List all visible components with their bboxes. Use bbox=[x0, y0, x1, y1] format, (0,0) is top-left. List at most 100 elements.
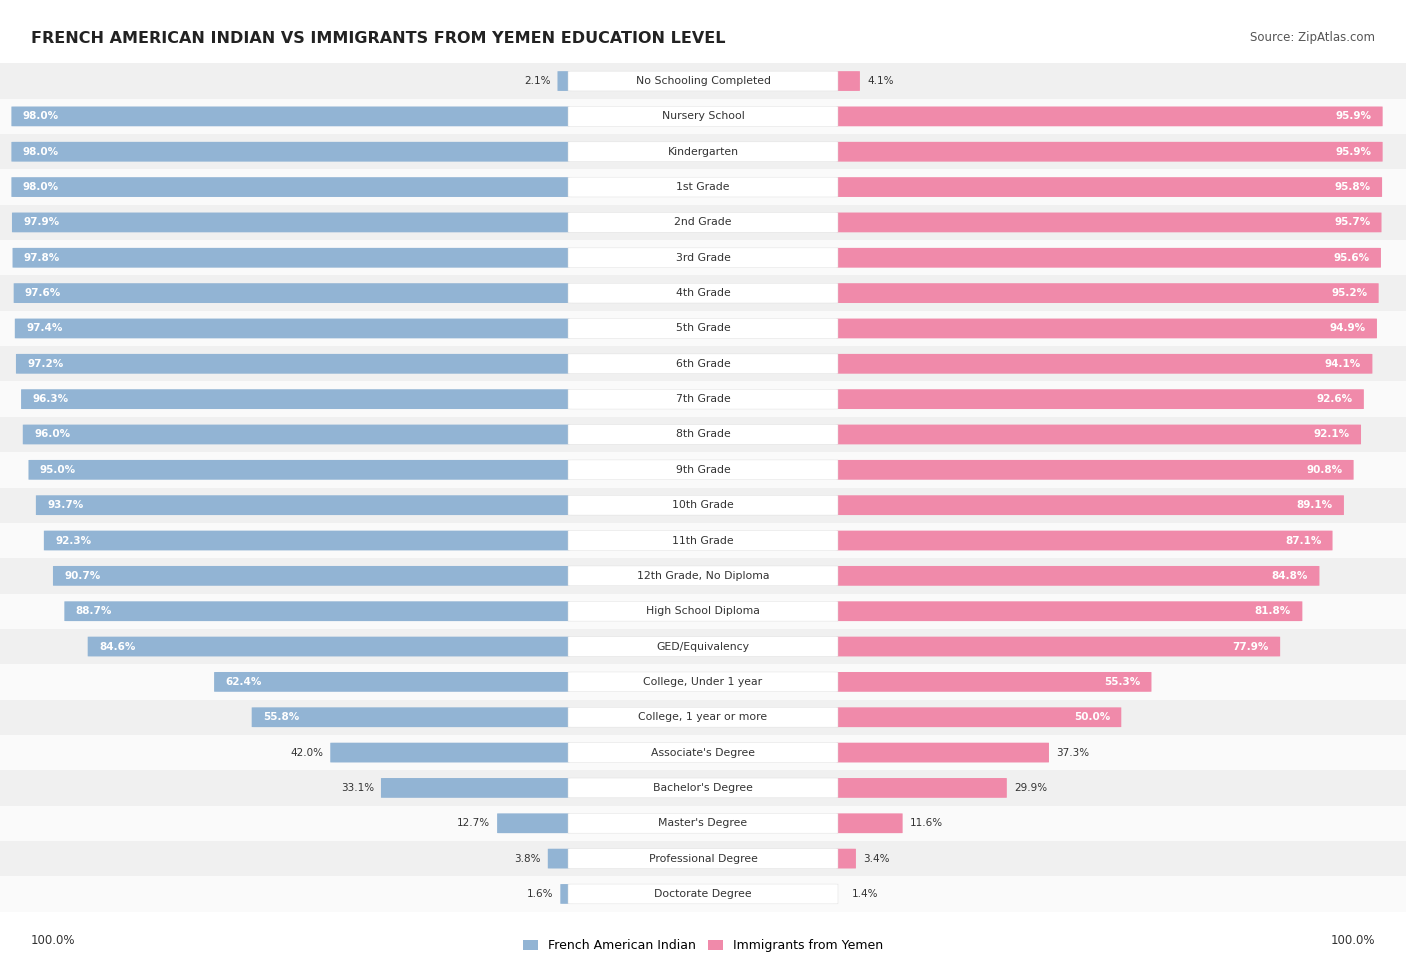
Bar bbox=[0, 170, 1406, 205]
Text: Kindergarten: Kindergarten bbox=[668, 146, 738, 157]
Text: 6th Grade: 6th Grade bbox=[676, 359, 730, 369]
FancyBboxPatch shape bbox=[837, 848, 856, 869]
FancyBboxPatch shape bbox=[837, 707, 1122, 727]
FancyBboxPatch shape bbox=[568, 248, 838, 268]
Bar bbox=[0, 98, 1406, 134]
Text: 93.7%: 93.7% bbox=[48, 500, 83, 510]
Bar bbox=[0, 700, 1406, 735]
Text: 5th Grade: 5th Grade bbox=[676, 324, 730, 333]
Text: 95.7%: 95.7% bbox=[1334, 217, 1371, 227]
FancyBboxPatch shape bbox=[568, 672, 838, 692]
Text: 3.4%: 3.4% bbox=[863, 853, 890, 864]
Text: 96.0%: 96.0% bbox=[34, 429, 70, 440]
FancyBboxPatch shape bbox=[568, 813, 838, 834]
FancyBboxPatch shape bbox=[837, 495, 1344, 515]
Text: 98.0%: 98.0% bbox=[22, 111, 59, 122]
Text: 55.3%: 55.3% bbox=[1104, 677, 1140, 687]
Text: 1.6%: 1.6% bbox=[527, 889, 554, 899]
Bar bbox=[0, 488, 1406, 523]
Text: 3.8%: 3.8% bbox=[515, 853, 541, 864]
Bar bbox=[0, 346, 1406, 381]
Text: 1st Grade: 1st Grade bbox=[676, 182, 730, 192]
FancyBboxPatch shape bbox=[568, 530, 838, 551]
FancyBboxPatch shape bbox=[568, 495, 838, 515]
FancyBboxPatch shape bbox=[568, 177, 838, 197]
Text: 95.9%: 95.9% bbox=[1336, 146, 1371, 157]
FancyBboxPatch shape bbox=[837, 530, 1333, 551]
Text: 97.2%: 97.2% bbox=[27, 359, 63, 369]
FancyBboxPatch shape bbox=[568, 319, 838, 338]
Text: 37.3%: 37.3% bbox=[1056, 748, 1090, 758]
Bar bbox=[0, 523, 1406, 558]
FancyBboxPatch shape bbox=[568, 424, 838, 445]
FancyBboxPatch shape bbox=[568, 707, 838, 727]
FancyBboxPatch shape bbox=[837, 248, 1381, 268]
FancyBboxPatch shape bbox=[214, 672, 569, 692]
Text: 98.0%: 98.0% bbox=[22, 182, 59, 192]
FancyBboxPatch shape bbox=[330, 743, 569, 762]
FancyBboxPatch shape bbox=[568, 71, 838, 91]
Text: 62.4%: 62.4% bbox=[225, 677, 262, 687]
FancyBboxPatch shape bbox=[837, 177, 1382, 197]
Bar bbox=[0, 381, 1406, 417]
Text: 100.0%: 100.0% bbox=[1330, 934, 1375, 947]
Bar bbox=[0, 558, 1406, 594]
Bar bbox=[0, 63, 1406, 98]
FancyBboxPatch shape bbox=[13, 213, 569, 232]
FancyBboxPatch shape bbox=[13, 248, 569, 268]
Legend: French American Indian, Immigrants from Yemen: French American Indian, Immigrants from … bbox=[517, 934, 889, 957]
Text: 3rd Grade: 3rd Grade bbox=[675, 253, 731, 263]
Text: 1.4%: 1.4% bbox=[852, 889, 879, 899]
Text: 92.6%: 92.6% bbox=[1316, 394, 1353, 405]
FancyBboxPatch shape bbox=[11, 141, 569, 162]
Text: 87.1%: 87.1% bbox=[1285, 535, 1322, 546]
FancyBboxPatch shape bbox=[548, 848, 569, 869]
FancyBboxPatch shape bbox=[837, 602, 1302, 621]
FancyBboxPatch shape bbox=[568, 743, 838, 762]
FancyBboxPatch shape bbox=[837, 743, 1049, 762]
Text: 97.9%: 97.9% bbox=[24, 217, 59, 227]
Text: 94.1%: 94.1% bbox=[1324, 359, 1361, 369]
Text: GED/Equivalency: GED/Equivalency bbox=[657, 642, 749, 651]
Bar bbox=[0, 770, 1406, 805]
FancyBboxPatch shape bbox=[568, 848, 838, 869]
Text: 11.6%: 11.6% bbox=[910, 818, 943, 829]
Bar bbox=[0, 452, 1406, 488]
FancyBboxPatch shape bbox=[11, 177, 569, 197]
Text: 97.6%: 97.6% bbox=[25, 288, 62, 298]
FancyBboxPatch shape bbox=[837, 813, 903, 834]
Text: 4.1%: 4.1% bbox=[868, 76, 893, 86]
FancyBboxPatch shape bbox=[837, 389, 1364, 410]
Text: 10th Grade: 10th Grade bbox=[672, 500, 734, 510]
FancyBboxPatch shape bbox=[28, 460, 569, 480]
Text: 42.0%: 42.0% bbox=[290, 748, 323, 758]
Text: 90.7%: 90.7% bbox=[65, 570, 100, 581]
FancyBboxPatch shape bbox=[837, 424, 1361, 445]
FancyBboxPatch shape bbox=[837, 354, 1372, 373]
Bar bbox=[0, 240, 1406, 275]
Bar bbox=[0, 629, 1406, 664]
Bar bbox=[0, 805, 1406, 840]
FancyBboxPatch shape bbox=[568, 283, 838, 303]
FancyBboxPatch shape bbox=[568, 354, 838, 373]
FancyBboxPatch shape bbox=[87, 637, 569, 656]
FancyBboxPatch shape bbox=[568, 637, 838, 656]
FancyBboxPatch shape bbox=[837, 319, 1376, 338]
Text: 97.4%: 97.4% bbox=[27, 324, 62, 333]
Text: 94.9%: 94.9% bbox=[1330, 324, 1365, 333]
Text: 9th Grade: 9th Grade bbox=[676, 465, 730, 475]
FancyBboxPatch shape bbox=[561, 884, 569, 904]
FancyBboxPatch shape bbox=[837, 283, 1379, 303]
Bar bbox=[0, 311, 1406, 346]
FancyBboxPatch shape bbox=[837, 460, 1354, 480]
Text: 97.8%: 97.8% bbox=[24, 253, 60, 263]
FancyBboxPatch shape bbox=[837, 778, 1007, 798]
Text: 95.0%: 95.0% bbox=[39, 465, 76, 475]
FancyBboxPatch shape bbox=[14, 283, 569, 303]
Text: Nursery School: Nursery School bbox=[662, 111, 744, 122]
Text: 90.8%: 90.8% bbox=[1306, 465, 1343, 475]
Bar bbox=[0, 664, 1406, 700]
FancyBboxPatch shape bbox=[568, 213, 838, 232]
FancyBboxPatch shape bbox=[568, 566, 838, 586]
FancyBboxPatch shape bbox=[37, 495, 569, 515]
